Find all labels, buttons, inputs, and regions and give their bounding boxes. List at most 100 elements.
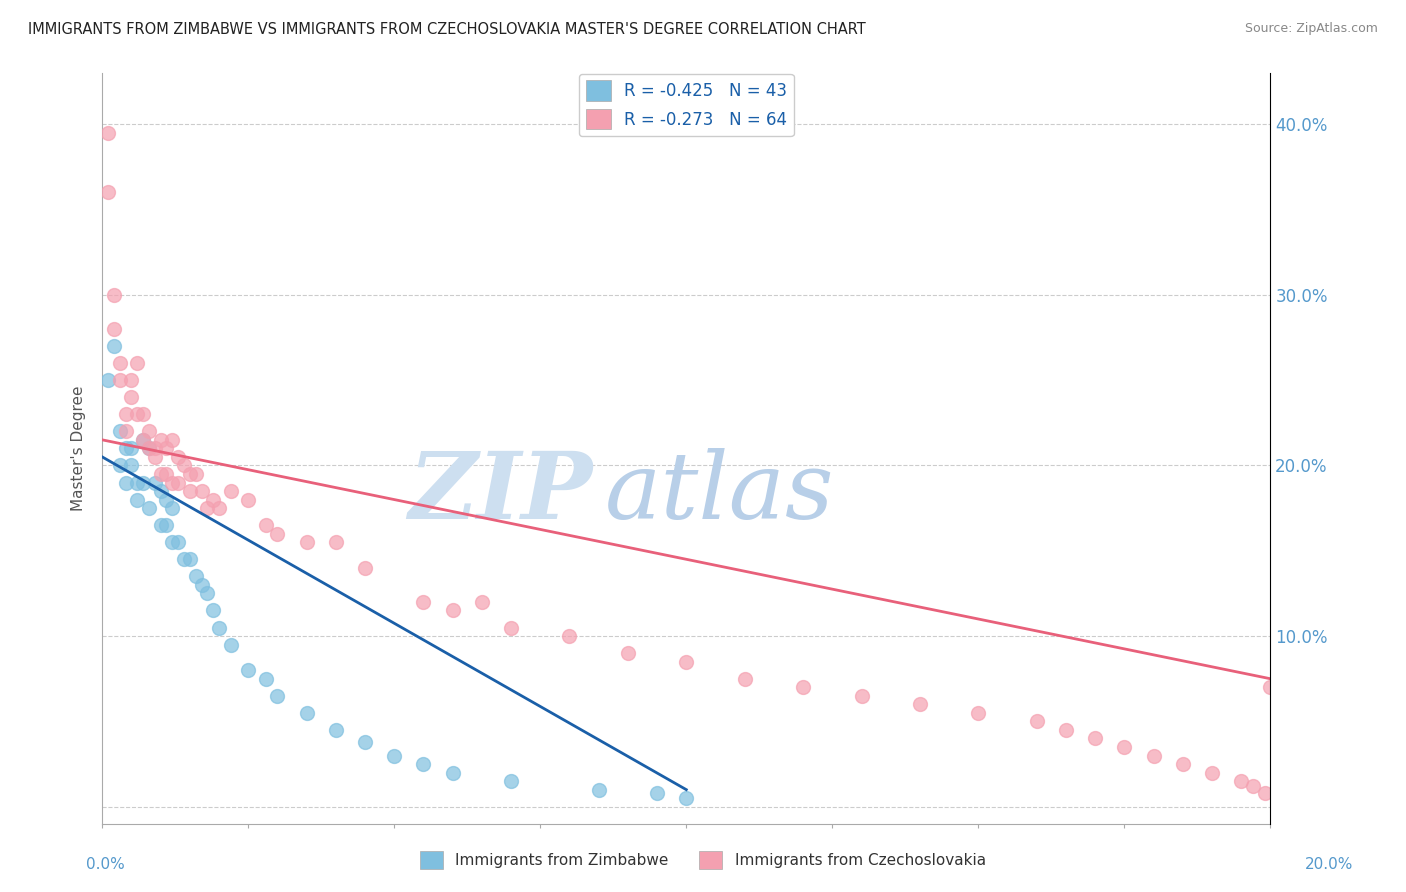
Point <box>675 655 697 669</box>
Point <box>499 774 522 789</box>
Point <box>851 689 873 703</box>
Point <box>138 442 160 456</box>
Text: Source: ZipAtlas.com: Source: ZipAtlas.com <box>1244 22 1378 36</box>
Point <box>325 535 347 549</box>
Point <box>471 595 494 609</box>
Point <box>155 492 177 507</box>
Point <box>108 458 131 473</box>
Point <box>412 595 434 609</box>
Point <box>1241 779 1264 793</box>
Point <box>108 425 131 439</box>
Point <box>162 475 184 490</box>
Point <box>132 433 155 447</box>
Point <box>155 518 177 533</box>
Point <box>295 706 318 720</box>
Text: ZIP: ZIP <box>409 449 593 539</box>
Text: 20.0%: 20.0% <box>1305 857 1353 872</box>
Point <box>120 442 142 456</box>
Legend: Immigrants from Zimbabwe, Immigrants from Czechoslovakia: Immigrants from Zimbabwe, Immigrants fro… <box>415 845 991 875</box>
Point <box>127 475 149 490</box>
Point <box>167 450 190 464</box>
Point <box>412 757 434 772</box>
Point <box>114 407 136 421</box>
Point <box>354 561 377 575</box>
Point <box>202 492 225 507</box>
Point <box>138 501 160 516</box>
Point <box>792 680 814 694</box>
Point <box>108 356 131 370</box>
Point <box>138 425 160 439</box>
Point <box>441 603 464 617</box>
Point <box>120 458 142 473</box>
Point <box>1260 680 1282 694</box>
Point <box>967 706 990 720</box>
Point <box>208 621 231 635</box>
Point <box>190 578 212 592</box>
Point <box>132 433 155 447</box>
Point <box>149 467 172 481</box>
Point <box>1114 739 1136 754</box>
Point <box>179 552 201 566</box>
Point <box>1230 774 1253 789</box>
Point <box>1171 757 1194 772</box>
Point <box>184 569 207 583</box>
Point <box>143 442 166 456</box>
Point <box>97 186 120 200</box>
Point <box>97 126 120 140</box>
Point <box>120 373 142 387</box>
Point <box>108 373 131 387</box>
Point <box>127 356 149 370</box>
Point <box>103 322 125 336</box>
Point <box>588 782 610 797</box>
Point <box>675 791 697 805</box>
Point <box>103 287 125 301</box>
Point <box>127 407 149 421</box>
Point <box>149 483 172 498</box>
Point <box>179 483 201 498</box>
Point <box>354 735 377 749</box>
Point <box>325 723 347 737</box>
Point <box>114 425 136 439</box>
Point <box>1142 748 1164 763</box>
Text: 0.0%: 0.0% <box>86 857 125 872</box>
Point <box>238 663 260 677</box>
Point <box>645 786 668 800</box>
Point <box>114 475 136 490</box>
Text: IMMIGRANTS FROM ZIMBABWE VS IMMIGRANTS FROM CZECHOSLOVAKIA MASTER'S DEGREE CORRE: IMMIGRANTS FROM ZIMBABWE VS IMMIGRANTS F… <box>28 22 866 37</box>
Point <box>499 621 522 635</box>
Point <box>238 492 260 507</box>
Point <box>734 672 756 686</box>
Point <box>190 483 212 498</box>
Point <box>254 518 277 533</box>
Point <box>266 689 288 703</box>
Point <box>149 433 172 447</box>
Point <box>1253 786 1275 800</box>
Point <box>617 646 640 660</box>
Point <box>382 748 405 763</box>
Point <box>97 373 120 387</box>
Point <box>162 501 184 516</box>
Point <box>143 450 166 464</box>
Point <box>155 467 177 481</box>
Point <box>195 586 218 600</box>
Point <box>114 442 136 456</box>
Point <box>908 698 931 712</box>
Point <box>167 535 190 549</box>
Point <box>208 501 231 516</box>
Point <box>202 603 225 617</box>
Point <box>1025 714 1047 729</box>
Point <box>1084 731 1107 746</box>
Point <box>120 390 142 404</box>
Point <box>173 458 195 473</box>
Point <box>132 475 155 490</box>
Point <box>266 526 288 541</box>
Point <box>162 535 184 549</box>
Point <box>184 467 207 481</box>
Point <box>138 442 160 456</box>
Point <box>1054 723 1077 737</box>
Legend: R = -0.425   N = 43, R = -0.273   N = 64: R = -0.425 N = 43, R = -0.273 N = 64 <box>579 74 793 136</box>
Point <box>219 483 242 498</box>
Point <box>132 407 155 421</box>
Point <box>295 535 318 549</box>
Point <box>179 467 201 481</box>
